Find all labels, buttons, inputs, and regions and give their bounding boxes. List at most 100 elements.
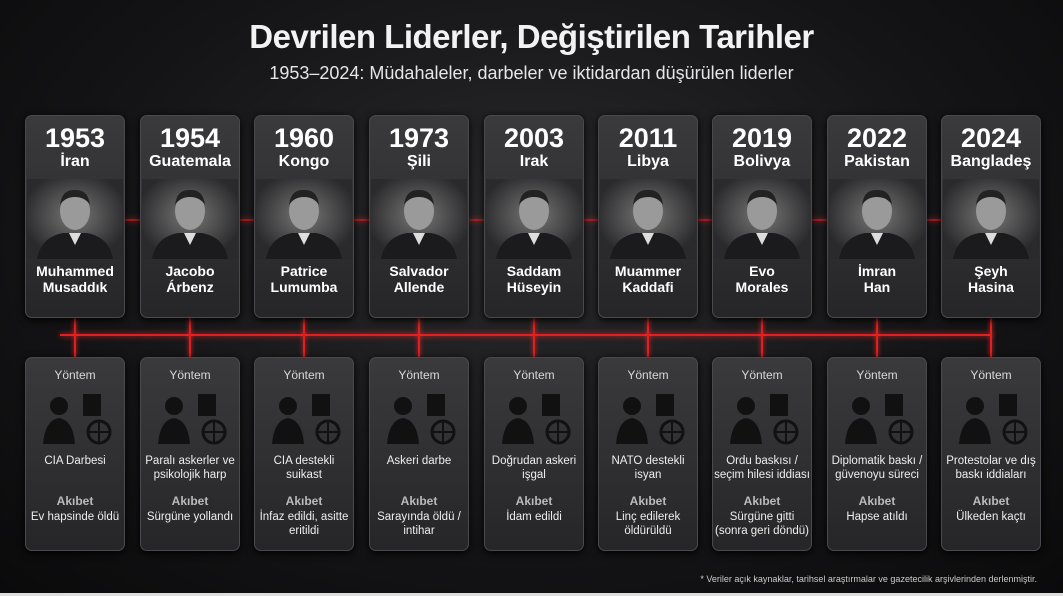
fate-label: Akıbet (515, 494, 553, 508)
leader-last-name: Musaddık (42, 279, 108, 295)
leader-portrait (829, 179, 925, 259)
method-icons (502, 394, 571, 445)
method-text: Askeri darbe (386, 455, 452, 467)
leader-name: Jacobo Árbenz (141, 263, 239, 295)
bottom-border (0, 593, 1063, 596)
fate-label: Akıbet (629, 494, 667, 508)
leader-name: Evo Morales (713, 263, 811, 295)
fate-text: Hapse atıldı (846, 511, 908, 523)
leader-portrait (600, 179, 696, 259)
fate-label: Akıbet (972, 494, 1010, 508)
leader-name: Muhammed Musaddık (26, 263, 124, 295)
leader-last-name: Árbenz (166, 279, 214, 295)
leader-year: 2019 (731, 123, 793, 153)
leader-first-name: Salvador (389, 263, 449, 279)
method-label: Yöntem (513, 368, 555, 382)
leader-year: 1954 (159, 123, 221, 153)
leader-name: Muammer Kaddafi (599, 263, 697, 295)
page-subtitle: 1953–2024: Müdahaleler, darbeler ve ikti… (269, 63, 794, 83)
method-icons (730, 394, 799, 445)
timeline-connector (303, 318, 305, 357)
method-label: Yöntem (398, 368, 440, 382)
fate-text: Sürgüne gitti (sonra geri döndü) (715, 511, 809, 537)
method-card: Yöntem Ordu baskısı / seçim hilesi iddia… (712, 357, 812, 551)
leader-first-name: Muammer (614, 263, 682, 279)
leader-name: Salvador Allende (370, 263, 468, 295)
leader-card: 1953 İran Muhammed Musaddık (25, 115, 125, 318)
leader-portrait (486, 179, 582, 259)
footnote: * Veriler açık kaynaklar, tarihsel araşt… (700, 574, 1037, 584)
timeline-connector (533, 318, 535, 357)
method-card: Yöntem Diplomatik baskı / güvenoyu sürec… (827, 357, 927, 551)
leader-country: İran (60, 153, 90, 170)
method-text: Diplomatik baskı / güvenoyu süreci (831, 455, 923, 481)
method-card: Yöntem Protestolar ve dış baskı iddialar… (941, 357, 1041, 551)
method-text: Protestolar ve dış baskı iddiaları (946, 455, 1036, 481)
leader-card: 1954 Guatemala Jacobo Árbenz (140, 115, 240, 318)
leader-first-name: İmran (857, 263, 897, 279)
method-text: CIA Darbesi (44, 455, 106, 467)
fate-text: Ev hapsinde öldü (30, 511, 120, 523)
leader-card: 1973 Şili Salvador Allende (369, 115, 469, 318)
method-label: Yöntem (283, 368, 325, 382)
method-icons (616, 394, 685, 445)
leader-country: Irak (519, 153, 549, 170)
leader-portrait (943, 179, 1039, 259)
method-text: Ordu baskısı / seçim hilesi iddiası (714, 455, 810, 481)
leader-last-name: Hasina (968, 279, 1014, 295)
method-text: Paralı askerler ve psikolojik harp (145, 455, 235, 481)
method-icons (158, 394, 227, 445)
leader-first-name: Evo (749, 263, 775, 279)
leader-portrait (27, 179, 123, 259)
method-icons (387, 394, 456, 445)
fate-text: Ülkeden kaçtı (956, 511, 1026, 523)
leader-last-name: Morales (735, 279, 789, 295)
method-card: Yöntem NATO destekli isyan Akıbet Linç e… (598, 357, 698, 551)
leader-first-name: Şeyh (974, 263, 1008, 279)
timeline-connector (761, 318, 763, 357)
leader-country: Pakistan (844, 153, 910, 170)
method-card: Yöntem Doğrudan askeri işgal Akıbet İdam… (484, 357, 584, 551)
timeline-connector (418, 318, 420, 357)
method-icons (959, 394, 1028, 445)
leader-card: 1960 Kongo Patrice Lumumba (254, 115, 354, 318)
method-label: Yöntem (970, 368, 1012, 382)
method-card: Yöntem CIA destekli suikast Akıbet İnfaz… (254, 357, 354, 551)
method-label: Yöntem (169, 368, 211, 382)
fate-text: İdam edildi (506, 511, 562, 523)
leader-first-name: Saddam (506, 263, 562, 279)
method-label: Yöntem (54, 368, 96, 382)
timeline-line (60, 334, 992, 336)
leader-card: 2024 Bangladeş Şeyh Hasina (941, 115, 1041, 318)
leader-name: İmran Han (828, 263, 926, 295)
fate-text: İnfaz edildi, asitte eritildi (259, 511, 349, 537)
leader-card: 2019 Bolivya Evo Morales (712, 115, 812, 318)
leader-name: Şeyh Hasina (942, 263, 1040, 295)
leader-year: 2003 (503, 123, 565, 153)
fate-text: Sürgüne yollandı (146, 511, 234, 523)
leader-country: Şili (406, 153, 431, 170)
leader-card: 2003 Irak Saddam Hüseyin (484, 115, 584, 318)
fate-label: Akıbet (743, 494, 781, 508)
page-title: Devrilen Liderler, Değiştirilen Tarihler (249, 18, 814, 55)
leader-year: 2011 (618, 123, 678, 153)
leader-last-name: Han (863, 279, 891, 295)
method-label: Yöntem (627, 368, 669, 382)
fate-label: Akıbet (400, 494, 438, 508)
timeline-connector (876, 318, 878, 357)
fate-label: Akıbet (285, 494, 323, 508)
leader-year: 2022 (846, 123, 908, 153)
leader-country: Libya (627, 153, 669, 170)
leader-year: 1953 (44, 123, 106, 153)
timeline-connector (990, 318, 992, 357)
method-label: Yöntem (856, 368, 898, 382)
fate-text: Sarayında öldü / intihar (377, 511, 461, 537)
leader-portrait (142, 179, 238, 259)
leader-portrait (714, 179, 810, 259)
leader-portrait (371, 179, 467, 259)
leader-last-name: Kaddafi (622, 279, 674, 295)
leader-card: 2022 Pakistan İmran Han (827, 115, 927, 318)
leader-year: 1960 (273, 123, 335, 153)
leader-last-name: Hüseyin (506, 279, 562, 295)
timeline-connector (647, 318, 649, 357)
